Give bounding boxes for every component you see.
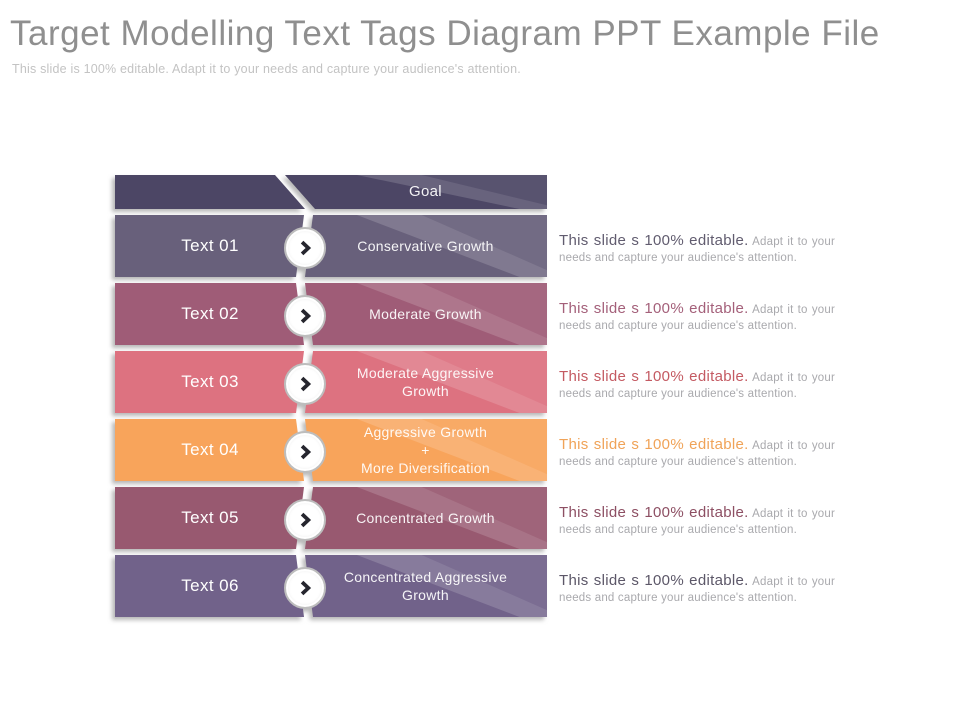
chevron-right-icon: [284, 363, 326, 405]
bar-label: Moderate Growth: [369, 305, 482, 322]
bar-label: Concentrated Aggressive Growth: [343, 568, 508, 603]
side-note-body: Adapt it to your needs and capture your …: [559, 236, 835, 264]
side-note-body: Adapt it to your needs and capture your …: [559, 440, 835, 468]
bar-right-segment: Moderate Aggressive Growth: [305, 351, 547, 413]
tag-label: Text 03: [181, 372, 239, 391]
target-modelling-diagram: Goal Text 01 Conservative Growth Text 02…: [115, 175, 547, 625]
side-note-heading: This slide s 100% editable.: [559, 368, 749, 385]
bar-row-text04: Text 04 Aggressive Growth + More Diversi…: [115, 419, 547, 481]
tag-label: Text 01: [181, 236, 239, 255]
bar-row-text03: Text 03 Moderate Aggressive Growth: [115, 351, 547, 413]
side-note: This slide s 100% editable. Adapt it to …: [559, 367, 835, 402]
tag-label: Text 05: [181, 508, 239, 527]
page-subtitle: This slide is 100% editable. Adapt it to…: [12, 62, 521, 76]
bar-left-segment: Text 01: [115, 215, 304, 277]
side-note-body: Adapt it to your needs and capture your …: [559, 304, 835, 332]
bar-label: Concentrated Growth: [356, 509, 495, 526]
bar-label: Conservative Growth: [357, 237, 494, 254]
bar-left-segment: Text 03: [115, 351, 304, 413]
side-note: This slide s 100% editable. Adapt it to …: [559, 503, 835, 538]
bar-right-segment: Concentrated Aggressive Growth: [305, 555, 547, 617]
bar-row-text02: Text 02 Moderate Growth: [115, 283, 547, 345]
bar-right-segment: Concentrated Growth: [305, 487, 547, 549]
bar-right-segment: Aggressive Growth + More Diversification: [305, 419, 547, 481]
side-note-heading: This slide s 100% editable.: [559, 232, 749, 249]
chevron-right-icon: [284, 227, 326, 269]
side-note: This slide s 100% editable. Adapt it to …: [559, 571, 835, 606]
bar-left-segment: Text 04: [115, 419, 304, 481]
goal-bar: Goal: [115, 175, 547, 209]
bar-row-text01: Text 01 Conservative Growth: [115, 215, 547, 277]
goal-bar-left-segment: [115, 175, 305, 209]
bar-row-text06: Text 06 Concentrated Aggressive Growth: [115, 555, 547, 617]
side-note-heading: This slide s 100% editable.: [559, 300, 749, 317]
side-note-body: Adapt it to your needs and capture your …: [559, 576, 835, 604]
page-title: Target Modelling Text Tags Diagram PPT E…: [10, 14, 880, 53]
goal-label: Goal: [409, 183, 442, 201]
bar-left-segment: Text 06: [115, 555, 304, 617]
side-note-heading: This slide s 100% editable.: [559, 504, 749, 521]
chevron-right-icon: [284, 499, 326, 541]
bar-left-segment: Text 02: [115, 283, 304, 345]
chevron-right-icon: [284, 567, 326, 609]
chevron-right-icon: [284, 431, 326, 473]
bar-left-segment: Text 05: [115, 487, 304, 549]
side-note: This slide s 100% editable. Adapt it to …: [559, 435, 835, 470]
tag-label: Text 02: [181, 304, 239, 323]
side-note-body: Adapt it to your needs and capture your …: [559, 508, 835, 536]
side-note-heading: This slide s 100% editable.: [559, 572, 749, 589]
side-note-body: Adapt it to your needs and capture your …: [559, 372, 835, 400]
bar-label: Moderate Aggressive Growth: [356, 364, 495, 399]
bar-row-text05: Text 05 Concentrated Growth: [115, 487, 547, 549]
chevron-right-icon: [284, 295, 326, 337]
bar-right-segment: Conservative Growth: [305, 215, 547, 277]
tag-label: Text 04: [181, 440, 239, 459]
bar-right-segment: Moderate Growth: [305, 283, 547, 345]
side-note: This slide s 100% editable. Adapt it to …: [559, 231, 835, 266]
tag-label: Text 06: [181, 576, 239, 595]
side-note: This slide s 100% editable. Adapt it to …: [559, 299, 835, 334]
goal-bar-right-segment: Goal: [285, 175, 547, 209]
side-note-heading: This slide s 100% editable.: [559, 436, 749, 453]
bar-label: Aggressive Growth + More Diversification: [361, 423, 490, 477]
